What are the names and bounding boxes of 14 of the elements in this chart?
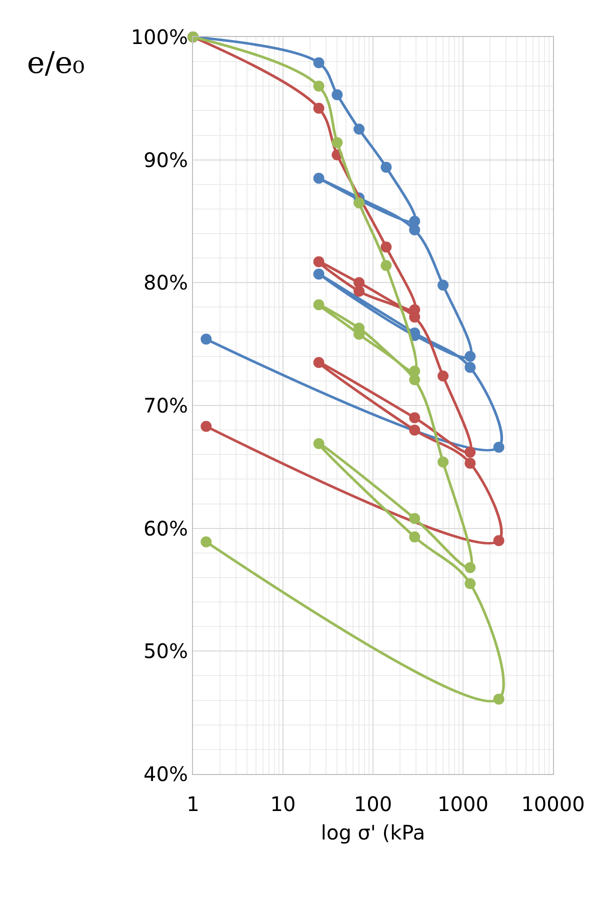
y-tick-label: 60% [144,516,188,540]
y-tick-label: 50% [144,639,188,664]
x-axis-title: log σ' (kPa [320,820,426,844]
y-tick-label: 100% [130,25,188,49]
x-tick-label: 10000 [521,792,585,816]
y-tick-label: 90% [144,148,188,172]
y-axis-title: e/e₀ [27,46,85,81]
y-tick-label: 70% [144,394,188,418]
x-tick-label: 10 [270,792,296,816]
y-tick-label: 40% [144,762,188,786]
x-tick-label: 100 [354,792,392,816]
x-tick-label: 1000 [438,792,488,816]
y-tick-label: 80% [144,270,188,295]
x-tick-label: 1 [186,792,200,816]
